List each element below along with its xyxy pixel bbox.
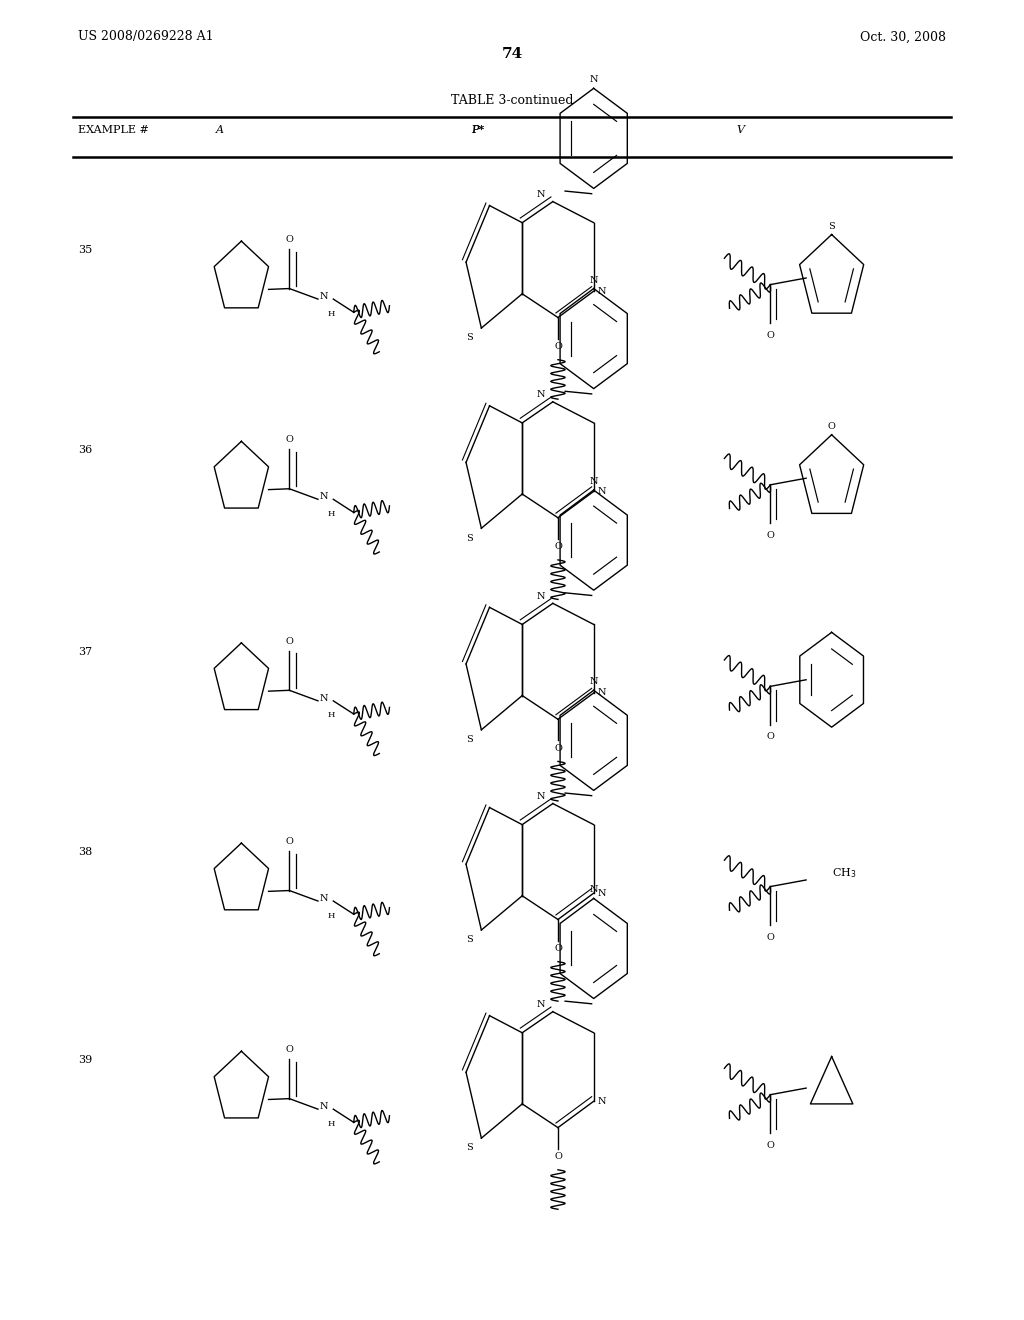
Text: N: N [537,591,545,601]
Text: N: N [321,1102,329,1111]
Text: S: S [467,533,473,543]
Text: CH$_3$: CH$_3$ [831,866,856,880]
Text: O: O [554,944,562,953]
Text: N: N [598,487,606,496]
Text: V: V [736,125,744,136]
Text: H: H [328,912,335,920]
Text: US 2008/0269228 A1: US 2008/0269228 A1 [78,30,214,44]
Text: N: N [590,477,598,486]
Text: N: N [321,292,329,301]
Text: O: O [827,422,836,430]
Text: H: H [328,1119,335,1127]
Text: 37: 37 [78,647,92,657]
Text: 74: 74 [502,48,522,62]
Text: O: O [766,531,774,540]
Text: N: N [598,1097,606,1106]
Text: EXAMPLE #: EXAMPLE # [78,125,148,136]
Text: N: N [590,886,598,895]
Text: N: N [537,1001,545,1008]
Text: S: S [467,936,473,944]
Text: S: S [467,334,473,342]
Text: O: O [286,636,293,645]
Text: N: N [321,492,329,502]
Text: 39: 39 [78,1055,92,1065]
Text: O: O [766,733,774,742]
Text: Oct. 30, 2008: Oct. 30, 2008 [860,30,946,44]
Text: N: N [590,677,598,686]
Text: H: H [328,310,335,318]
Text: N: N [537,391,545,399]
Text: N: N [321,694,329,702]
Text: O: O [286,837,293,846]
Text: N: N [537,190,545,199]
Text: N: N [598,689,606,697]
Text: TABLE 3-continued: TABLE 3-continued [451,94,573,107]
Text: H: H [328,510,335,517]
Text: N: N [598,888,606,898]
Text: N: N [537,792,545,801]
Text: O: O [286,1045,293,1053]
Text: O: O [286,235,293,244]
Text: O: O [554,743,562,752]
Text: S: S [467,1143,473,1152]
Text: P*: P* [471,125,484,136]
Text: 38: 38 [78,847,92,857]
Text: O: O [766,933,774,941]
Text: O: O [766,331,774,339]
Text: 36: 36 [78,445,92,455]
Text: O: O [766,1140,774,1150]
Text: N: N [590,276,598,285]
Text: A: A [216,125,224,136]
Text: N: N [590,75,598,84]
Text: O: O [554,543,562,552]
Text: S: S [467,735,473,744]
Text: 35: 35 [78,246,92,255]
Text: N: N [598,286,606,296]
Text: O: O [286,436,293,444]
Text: H: H [328,711,335,719]
Text: P*: P* [471,125,484,136]
Text: N: N [321,894,329,903]
Text: O: O [554,1152,562,1162]
Text: O: O [554,342,562,351]
Text: S: S [828,222,835,231]
